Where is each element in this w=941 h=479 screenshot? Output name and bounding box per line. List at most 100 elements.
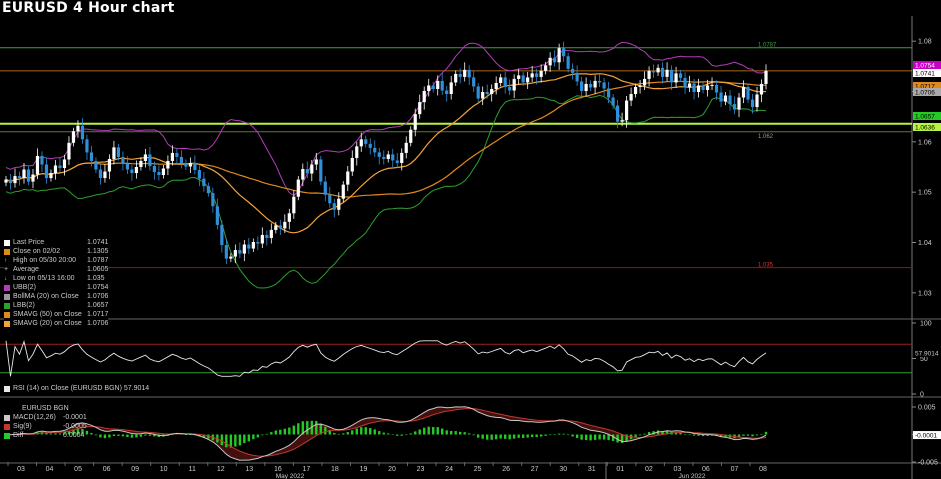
rsi-tag <box>913 348 941 357</box>
candle-body <box>472 77 476 87</box>
chart-title: EURUSD 4 Hour chart <box>2 0 175 16</box>
candle-body <box>94 160 98 170</box>
macd-histogram-bar <box>342 433 345 435</box>
plus-icon: + <box>4 265 9 273</box>
candle-body <box>422 90 426 103</box>
macd-histogram-bar <box>593 434 597 440</box>
macd-histogram-bar <box>535 434 538 438</box>
macd-histogram-bar <box>90 433 93 435</box>
candle-body <box>741 86 746 98</box>
candle-body <box>161 168 165 176</box>
candle-body <box>112 147 116 159</box>
macd-histogram-bar <box>665 430 669 435</box>
price-tag <box>913 69 941 77</box>
candle-body <box>445 90 449 95</box>
macd-tick-label: -0.005 <box>918 460 938 467</box>
candle-body <box>49 173 53 179</box>
candle-body <box>382 156 386 159</box>
macd-histogram-bar <box>144 434 147 436</box>
candle-body <box>633 86 638 95</box>
macd-histogram-bar <box>85 430 89 435</box>
macd-histogram-bar <box>229 434 233 448</box>
candle-body <box>355 146 359 158</box>
macd-histogram-bar <box>634 434 637 437</box>
candle-body <box>80 125 85 140</box>
price-tag-label: 1.0717 <box>915 84 935 91</box>
macd-histogram-bar <box>54 433 57 435</box>
candle-body <box>737 97 741 110</box>
macd-histogram-bar <box>423 427 426 435</box>
candle-body <box>669 69 674 83</box>
candle-body <box>584 83 588 91</box>
candle-body <box>368 143 372 148</box>
macd-histogram-bar <box>575 434 579 438</box>
x-tick-label: 27 <box>531 466 539 473</box>
candle-body <box>566 56 570 69</box>
macd-histogram-bar <box>625 434 628 442</box>
candle-body <box>269 229 273 238</box>
x-tick-label: 09 <box>131 466 139 473</box>
rsi-tick-label: 0 <box>920 392 924 399</box>
x-tick-label: 24 <box>445 466 453 473</box>
candle-body <box>418 102 422 115</box>
candle-body <box>723 95 728 102</box>
x-tick-label: 17 <box>302 466 310 473</box>
macd-histogram-bar <box>360 427 363 435</box>
price-tag <box>913 112 941 120</box>
candle-body <box>404 142 408 153</box>
candle-body <box>759 83 764 95</box>
candle-body <box>386 154 390 159</box>
candle-body <box>85 139 89 153</box>
candle-body <box>143 154 148 161</box>
macd-histogram-bar <box>117 434 120 436</box>
macd-histogram-bar <box>512 434 516 439</box>
candle-body <box>732 104 737 110</box>
macd-histogram-bar <box>414 431 417 435</box>
candle-body <box>589 83 593 88</box>
macd-histogram-bar <box>364 427 367 435</box>
candle-body <box>17 176 22 179</box>
macd-histogram-bar <box>405 434 408 435</box>
macd-histogram-bar <box>310 420 313 435</box>
candle-body <box>562 48 566 57</box>
candle-body <box>89 152 94 161</box>
legend-value: 1.0605 <box>87 266 109 273</box>
price-tag <box>913 88 941 96</box>
candle-body <box>359 139 363 147</box>
up-arrow-icon: ↑ <box>4 257 7 264</box>
macd-histogram-bar <box>661 430 664 435</box>
candle-body <box>328 194 332 204</box>
macd-histogram-bar <box>724 434 727 438</box>
legend-swatch <box>4 320 10 327</box>
legend-value: 1.0754 <box>87 284 109 291</box>
candle-body <box>449 82 453 95</box>
macd-histogram-bar <box>517 434 520 438</box>
macd-histogram-bar <box>220 434 224 446</box>
candle-body <box>337 198 341 210</box>
macd-histogram-bar <box>351 430 354 435</box>
price-tag <box>913 123 941 131</box>
candle-body <box>517 75 521 79</box>
candle-body <box>166 160 170 169</box>
candle-body <box>296 179 300 197</box>
candle-body <box>678 73 683 78</box>
candle-body <box>705 85 710 90</box>
legend-label: SMAVG (20) on Close <box>13 320 82 327</box>
macd-histogram-bar <box>476 434 480 438</box>
macd-histogram-bar <box>346 432 349 435</box>
macd-histogram-bar <box>692 434 696 436</box>
candle-body <box>373 147 377 153</box>
candle-body <box>179 156 183 163</box>
candle-body <box>116 147 121 157</box>
rsi-legend: RSI (14) on Close (EURUSD BGN) 57.9014 <box>4 384 149 393</box>
candle-body <box>4 179 8 183</box>
candle-body <box>139 160 143 167</box>
macd-histogram-bar <box>243 434 246 444</box>
price-tag-label: 1.0754 <box>915 63 935 70</box>
legend-swatch <box>4 239 10 246</box>
legend-value: 1.0657 <box>87 302 109 309</box>
legend-label: Sig(9) <box>13 423 32 430</box>
candle-body <box>215 206 219 225</box>
candle-body <box>62 159 67 169</box>
macd-histogram-bar <box>153 434 156 437</box>
